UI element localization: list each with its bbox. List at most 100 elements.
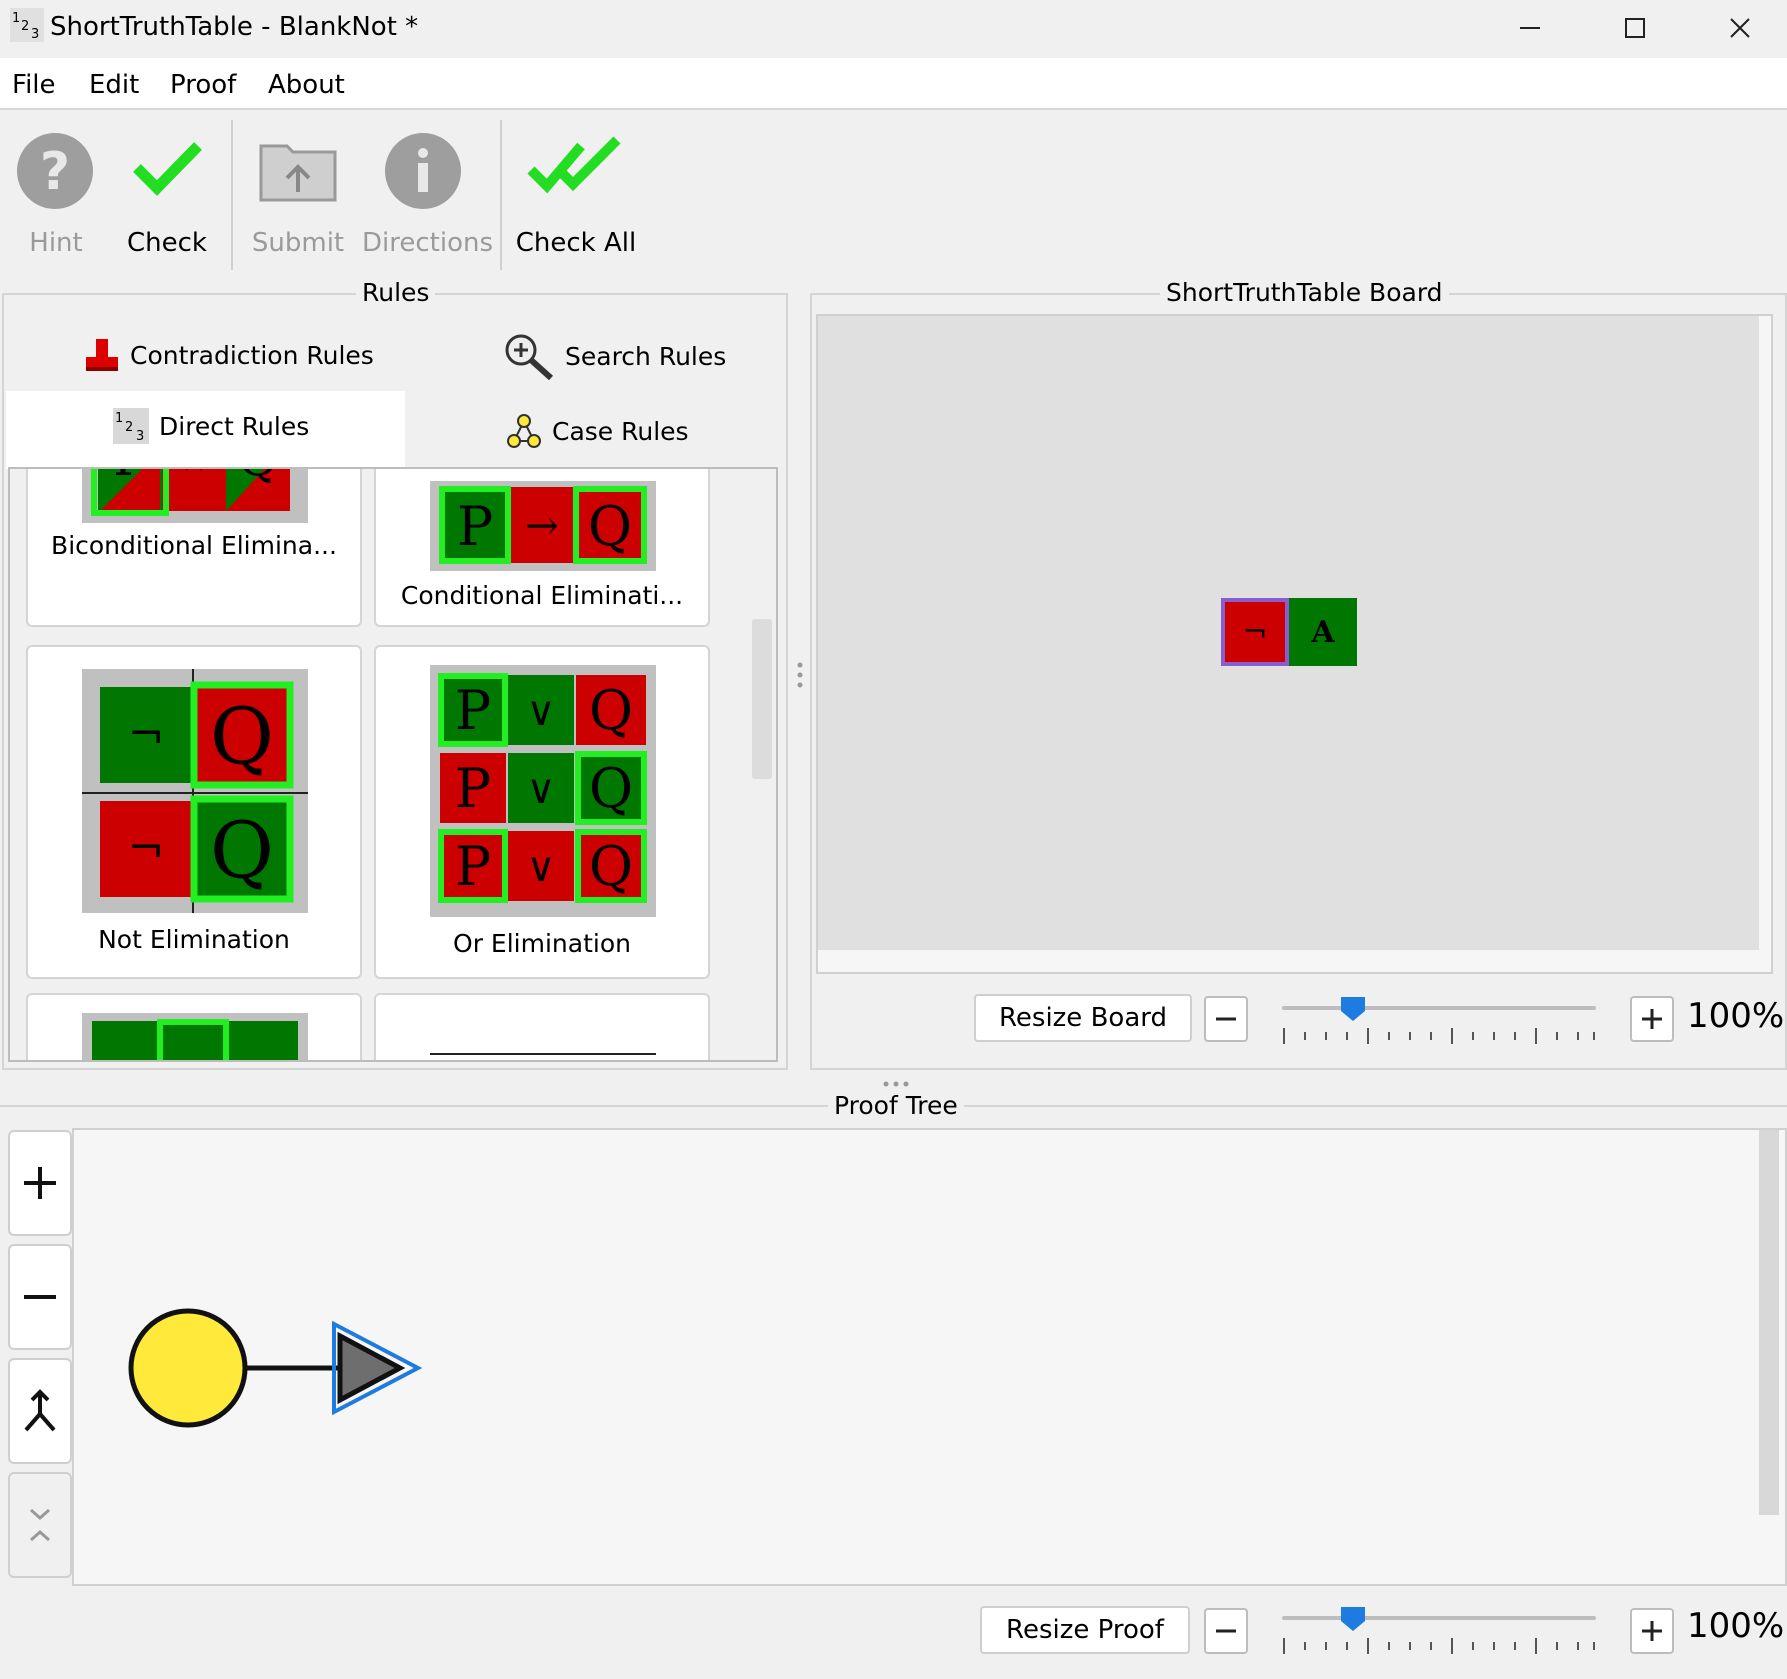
proof-scrollbar-thumb[interactable] [1759,1130,1779,1515]
tile-q: Q [588,495,632,558]
tab-contradiction-rules[interactable]: Contradiction Rules [84,337,374,373]
tab-label: Search Rules [565,341,727,371]
menu-proof[interactable]: Proof [170,70,237,100]
check-all-button[interactable]: Check All [515,110,637,270]
rule-card-biconditional-elimination[interactable]: P ↔ Q Biconditional Elimina... [26,467,362,627]
submit-button[interactable]: Submit [245,110,351,270]
board-cell-a[interactable]: A [1289,598,1357,666]
svg-text:?: ? [40,142,70,202]
toolbar: ? Hint Check Submit Directions Check All [0,110,1787,270]
resize-proof-button[interactable]: Resize Proof [980,1606,1190,1654]
proof-zoom-out-bottom-button[interactable] [1204,1608,1248,1654]
tab-search-rules[interactable]: Search Rules [503,332,726,380]
check-button[interactable]: Check [117,110,217,270]
toolbar-separator [231,120,233,270]
proof-collapse-button[interactable] [8,1472,72,1578]
proof-zoom-out-button[interactable] [8,1244,72,1350]
hint-button[interactable]: ? Hint [10,110,102,270]
plus-icon [24,1167,56,1199]
or-elimination-icon: P ∨ Q P ∨ Q P ∨ Q [430,665,656,917]
proof-zoom-slider[interactable] [1282,1606,1596,1656]
horizontal-split-handle[interactable] [880,1074,912,1087]
proof-node-root[interactable] [128,1308,248,1428]
proof-merge-button[interactable] [8,1358,72,1464]
double-checkmark-icon [527,136,621,194]
plus-icon [1642,1621,1662,1641]
tile-or: ∨ [526,689,555,735]
resize-board-button[interactable]: Resize Board [974,994,1192,1042]
tab-case-rules[interactable]: Case Rules [506,413,689,449]
tile-p: P [113,467,147,487]
minus-icon [24,1295,56,1299]
proof-zoom-in-button[interactable] [8,1130,72,1236]
check-label: Check [127,228,207,258]
minus-icon [1216,1629,1236,1633]
rules-list: P ↔ Q Biconditional Elimina... P → Q Con… [8,467,778,1062]
directions-button[interactable]: Directions [362,110,494,270]
menu-edit[interactable]: Edit [89,70,140,100]
tile-not: ¬ [128,709,165,760]
rule-card-label: Not Elimination [98,925,290,954]
hint-label: Hint [29,228,83,258]
slider-track [1282,1616,1596,1620]
tile-or: ∨ [526,845,555,891]
svg-text:2: 2 [125,420,133,435]
tile-p: P [455,835,491,898]
board-zoom-slider[interactable] [1282,996,1596,1046]
board-zoom-percent: 100% [1687,996,1785,1036]
slider-thumb[interactable] [1340,1606,1366,1632]
menu-bar: File Edit Proof About [0,58,1787,110]
merge-icon [24,1389,56,1432]
board-zoom-in-button[interactable] [1630,996,1674,1042]
menu-about[interactable]: About [268,70,345,100]
svg-text:2: 2 [21,19,29,34]
rule-icon-partial [430,1053,656,1055]
not-elimination-icon: ¬ Q ¬ Q [82,669,308,913]
tile-q: Q [238,467,279,487]
minimize-icon[interactable] [1485,0,1575,56]
board-cell-not[interactable]: ¬ [1221,598,1289,666]
tile-p: P [455,679,491,742]
case-tree-icon [507,414,541,448]
svg-text:1: 1 [115,411,123,426]
collapse-icon [30,1508,50,1542]
window-title: ShortTruthTable - BlankNot * [50,12,419,42]
submit-label: Submit [251,228,345,258]
maximize-icon[interactable] [1590,0,1680,56]
rule-card-not-elimination[interactable]: ¬ Q ¬ Q Not Elimination [26,645,362,979]
rule-card-partial[interactable] [26,993,362,1060]
and-elimination-icon [82,1013,308,1060]
rule-card-partial[interactable] [374,993,710,1060]
svg-text:1: 1 [12,11,20,26]
tile-q: Q [589,835,633,898]
slider-thumb[interactable] [1340,996,1366,1022]
rule-card-or-elimination[interactable]: P ∨ Q P ∨ Q P ∨ Q Or Elimination [374,645,710,979]
slider-track [1282,1006,1596,1010]
vertical-split-handle[interactable] [795,660,805,690]
close-icon[interactable] [1695,0,1785,56]
proof-node-transition[interactable] [337,1331,406,1405]
rule-card-conditional-elimination[interactable]: P → Q Conditional Eliminati... [374,469,710,627]
menu-file[interactable]: File [12,70,56,100]
tile-or: ∨ [526,767,555,813]
tile-q: Q [210,692,274,782]
tile-q: Q [589,757,633,820]
rules-scrollbar-thumb[interactable] [752,619,772,779]
toolbar-separator [500,120,502,270]
info-icon [385,133,461,209]
board-zoom-out-button[interactable] [1204,996,1248,1042]
magnifier-icon [505,334,554,380]
tab-direct-rules-selected-bg [6,391,405,469]
tile-biarrow: ↔ [179,467,209,484]
plus-icon [1642,1009,1662,1029]
tile-p: P [457,495,493,558]
tab-label: Case Rules [552,416,689,446]
directions-label: Directions [362,228,494,258]
upload-folder-icon [259,144,337,202]
tab-label: Direct Rules [159,411,310,441]
question-icon: ? [17,133,93,209]
proof-zoom-in-bottom-button[interactable] [1630,1608,1674,1654]
